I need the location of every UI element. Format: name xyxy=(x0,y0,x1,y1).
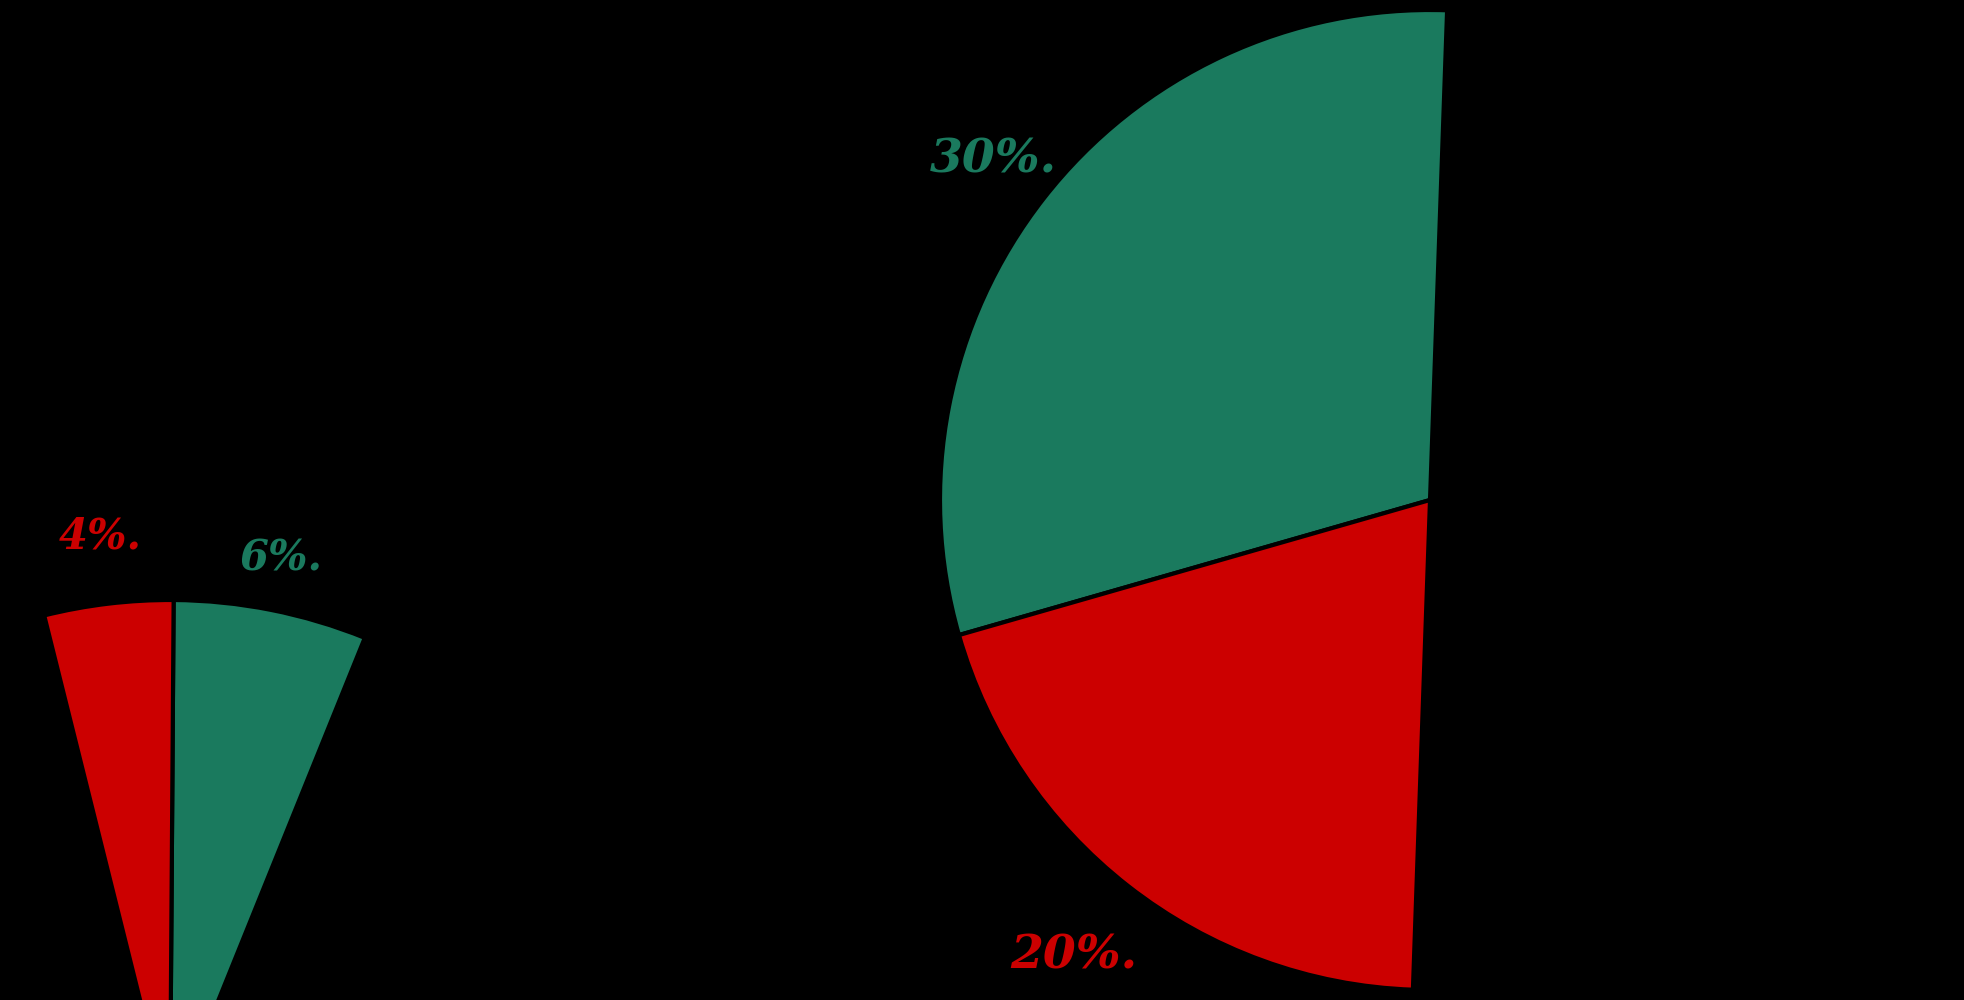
Wedge shape xyxy=(43,600,173,1000)
Text: 20%.: 20%. xyxy=(1009,933,1137,979)
Wedge shape xyxy=(939,10,1446,635)
Text: 6%.: 6%. xyxy=(240,538,322,580)
Text: 4%.: 4%. xyxy=(59,516,141,558)
Wedge shape xyxy=(171,600,365,1000)
Text: 30%.: 30%. xyxy=(929,136,1057,182)
Wedge shape xyxy=(958,500,1430,990)
